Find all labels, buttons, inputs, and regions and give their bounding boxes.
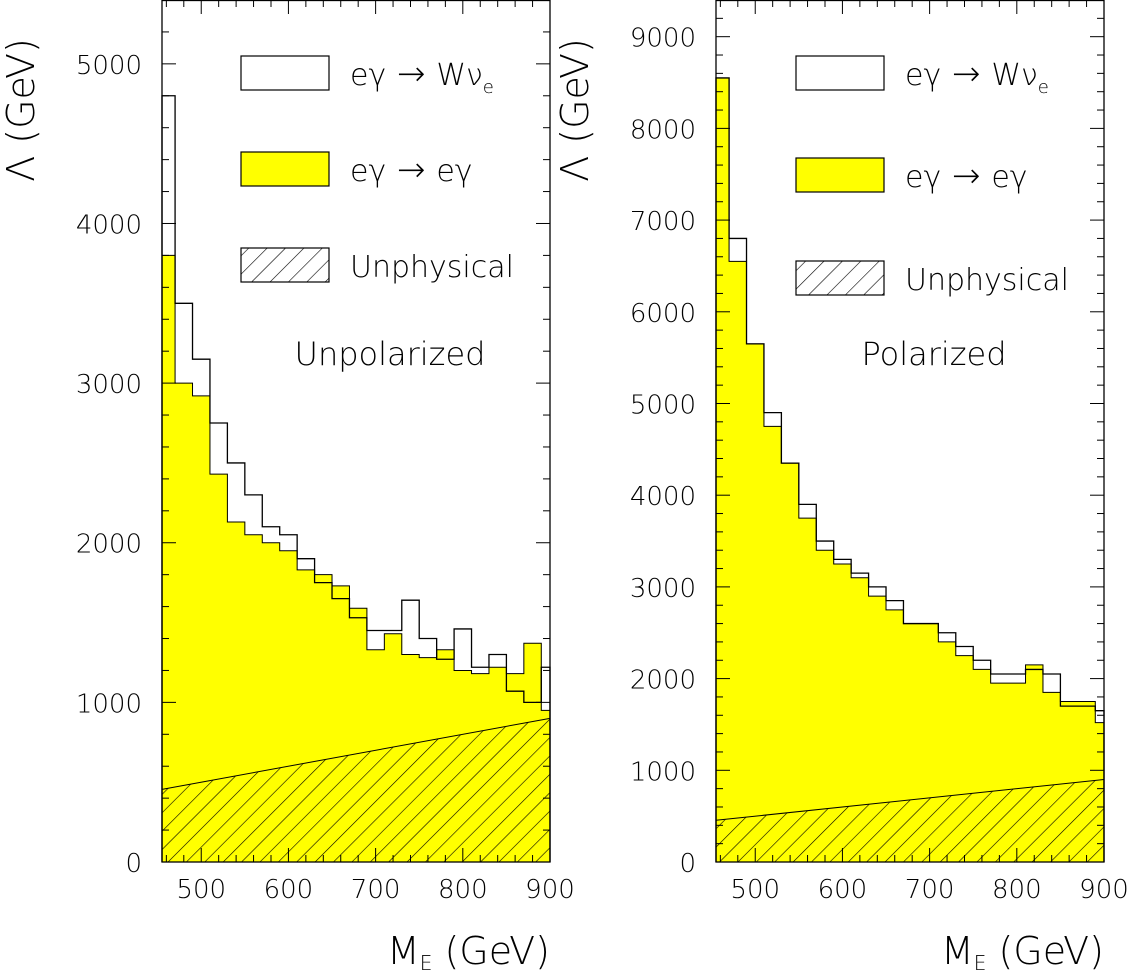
filled-bar	[798, 518, 817, 862]
filled-bar	[781, 463, 800, 862]
filled-bar	[833, 563, 852, 862]
filled-bar	[175, 383, 193, 862]
x-tick-label: 600	[818, 875, 868, 905]
chart-panel-1: 0 1000 2000 3000 4000 5000 500 600 700 800 900 Λ (G…	[0, 0, 575, 975]
y-tick-label: 9000	[630, 24, 696, 54]
legend-swatch-outline	[795, 55, 885, 91]
x-tick-label: 900	[1079, 875, 1129, 905]
unphysical-region	[716, 779, 1104, 862]
filled-bar	[763, 426, 782, 862]
x-tick-label: 700	[905, 875, 955, 905]
y-tick-label: 8000	[630, 115, 696, 145]
legend-swatch-hatched	[795, 260, 885, 296]
legend-entry-label: eγ → eγ	[905, 156, 1028, 196]
filled-bar	[209, 474, 228, 862]
y-tick-label: 4000	[630, 482, 696, 512]
plot-frame	[715, 0, 1105, 863]
y-tick-label: 1000	[630, 757, 696, 787]
legend-entry-label: eγ → Wνe	[350, 54, 494, 98]
y-tick-label: 4000	[76, 210, 142, 240]
filled-bar	[162, 255, 176, 862]
legend-entry-label: Unphysical	[350, 250, 514, 285]
legend-entry-label: eγ → Wνe	[905, 54, 1049, 98]
legend-swatch-filled	[240, 151, 330, 187]
x-tick-label: 500	[730, 875, 780, 905]
x-axis-label: ME (GeV)	[387, 929, 550, 975]
y-tick-label: 2000	[76, 530, 142, 560]
unphysical-boundary	[715, 778, 1105, 821]
legend-entry-label: Unphysical	[905, 263, 1069, 298]
y-axis-label: Λ (GeV)	[553, 38, 597, 182]
x-tick-label: 900	[525, 875, 575, 905]
outline-series-line	[715, 77, 1105, 862]
panel-annotation: Unpolarized	[295, 335, 486, 373]
y-tick-label: 1000	[76, 689, 142, 719]
y-tick-label: 3000	[630, 574, 696, 604]
filled-bar	[729, 261, 747, 862]
x-tick-label: 700	[351, 875, 401, 905]
legend-entry-label: eγ → eγ	[350, 150, 473, 190]
outline-series-line	[161, 95, 551, 862]
y-tick-label: 6000	[630, 299, 696, 329]
filled-bar	[816, 550, 835, 862]
y-tick-label: 5000	[76, 51, 142, 81]
chart-panel-2: 0 1000 2000 3000 4000 5000 6000 7000 8000 9000 500…	[553, 0, 1129, 975]
x-tick-label: 500	[176, 875, 226, 905]
filled-bar	[868, 596, 887, 862]
panel-annotation: Polarized	[861, 335, 1006, 373]
filled-bar	[192, 395, 211, 862]
y-tick-label: 2000	[630, 666, 696, 696]
x-tick-label: 800	[992, 875, 1042, 905]
x-tick-label: 600	[264, 875, 314, 905]
filled-bar	[851, 577, 869, 862]
filled-bar	[886, 609, 904, 862]
x-axis-label: ME (GeV)	[941, 929, 1104, 975]
y-tick-label: 0	[679, 849, 696, 879]
y-tick-label: 5000	[630, 390, 696, 420]
legend-swatch-hatched	[240, 247, 330, 283]
filled-series-line	[161, 254, 551, 862]
filled-bar	[716, 77, 730, 863]
x-tick-label: 800	[438, 875, 488, 905]
y-tick-label: 0	[125, 849, 142, 879]
plot-frame	[161, 0, 551, 863]
y-axis-label: Λ (GeV)	[0, 38, 43, 182]
y-tick-label: 7000	[630, 207, 696, 237]
filled-bar	[746, 343, 765, 863]
legend-swatch-outline	[240, 55, 330, 91]
unphysical-boundary	[161, 717, 551, 790]
y-tick-label: 3000	[76, 370, 142, 400]
unphysical-region	[162, 718, 550, 862]
legend-swatch-filled	[795, 157, 885, 193]
